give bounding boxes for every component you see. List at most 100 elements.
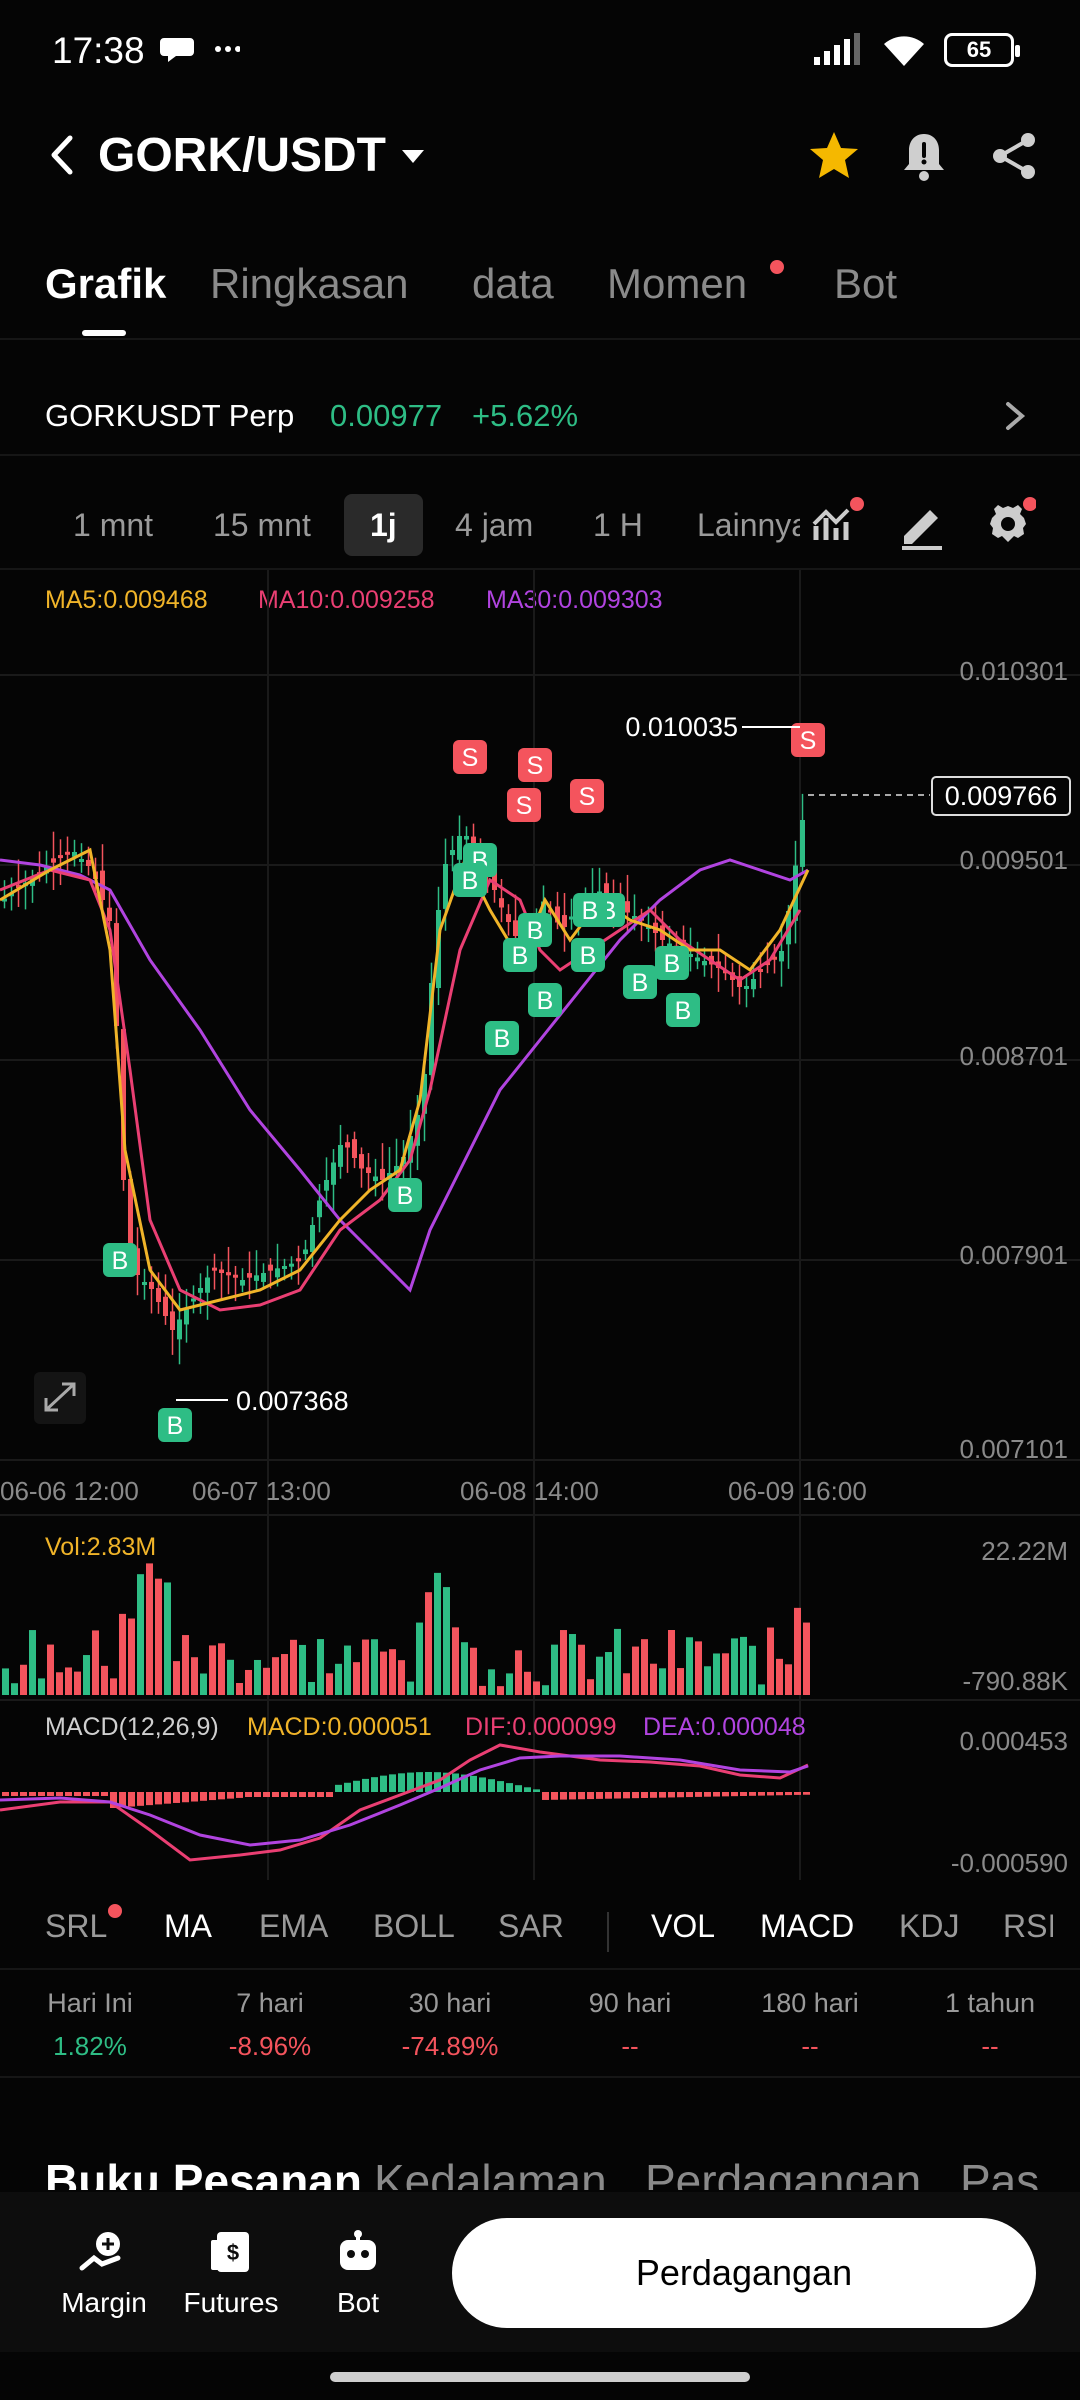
interval-1j[interactable]: 1j [344, 494, 423, 556]
macd-bar [209, 1792, 216, 1801]
tab-data[interactable]: data [472, 260, 554, 307]
macd-bar [704, 1792, 711, 1797]
svg-text:B: B [632, 969, 649, 997]
chart-grid [0, 570, 1080, 1880]
macd-bar [29, 1792, 36, 1796]
macd-bar [740, 1792, 747, 1796]
volume-bar [659, 1668, 666, 1695]
tab-momen[interactable]: Momen [607, 260, 748, 307]
macd-bar [47, 1792, 54, 1796]
caret-down-icon[interactable] [400, 146, 426, 166]
indicator-vol[interactable]: VOL [651, 1908, 716, 1944]
macd-bar [227, 1792, 234, 1799]
buy-marker: B [503, 938, 537, 972]
volume-bar [434, 1572, 441, 1695]
candle [492, 867, 497, 890]
interval-4jam[interactable]: 4 jam [455, 507, 534, 543]
status-bar: 17:38 65 [0, 0, 1080, 100]
macd-bar [119, 1792, 126, 1808]
bot-button[interactable]: Bot [298, 2228, 418, 2319]
volume-bar [290, 1639, 297, 1695]
interval-1mnt[interactable]: 1 mnt [73, 507, 154, 543]
star-icon[interactable] [806, 128, 862, 184]
draw-pen-icon[interactable] [894, 496, 950, 552]
futures-button[interactable]: $ Futures [171, 2228, 291, 2319]
indicator-macd[interactable]: MACD [760, 1908, 855, 1944]
tab-pas[interactable]: Pas [960, 2155, 1040, 2190]
volume-bar [182, 1635, 189, 1695]
indicator-boll[interactable]: BOLL [373, 1908, 455, 1944]
macd-bar [569, 1792, 576, 1800]
high-label: 0.010035 [625, 712, 738, 742]
volume-bar [443, 1587, 450, 1695]
tab-kedalaman[interactable]: Kedalaman [374, 2155, 607, 2190]
macd-bar [344, 1782, 351, 1792]
macd-bar [299, 1792, 306, 1797]
macd-bar [650, 1792, 657, 1798]
candle [541, 901, 546, 920]
perp-row[interactable]: GORKUSDT Perp 0.00977 +5.62% [0, 380, 1080, 456]
share-icon[interactable] [986, 128, 1042, 184]
settings-gear-icon[interactable] [980, 496, 1036, 552]
sell-marker: S [453, 740, 487, 774]
macd-bar [542, 1792, 549, 1800]
volume-bar [740, 1636, 747, 1695]
volume-bar [218, 1643, 225, 1695]
macd-bar [236, 1792, 243, 1798]
back-arrow-icon[interactable] [40, 130, 90, 180]
interval-15mnt[interactable]: 15 mnt [213, 507, 311, 543]
trade-button[interactable]: Perdagangan [452, 2218, 1036, 2328]
perf-7d: 7 hari -8.96% [228, 1988, 312, 2061]
alert-bell-icon[interactable] [896, 128, 952, 184]
indicator-rsi[interactable]: RSI [1003, 1908, 1053, 1944]
candle [261, 1273, 266, 1282]
tab-ringkasan[interactable]: Ringkasan [210, 260, 409, 307]
indicator-icon[interactable] [808, 496, 864, 552]
price-chart[interactable]: 0.010301 0.009501 0.008701 0.007901 0.00… [0, 570, 1080, 1890]
ma30-line [0, 858, 809, 1293]
candle [772, 956, 777, 960]
pair-title[interactable]: GORK/USDT [98, 129, 386, 182]
macd-bar [110, 1792, 117, 1808]
volume-bar [515, 1650, 522, 1695]
indicator-srl[interactable]: SRL [45, 1908, 108, 1944]
fullscreen-icon[interactable] [34, 1372, 86, 1424]
volume-bar [209, 1645, 216, 1695]
candle [604, 883, 609, 894]
candle [16, 884, 21, 888]
volume-bar [335, 1663, 342, 1695]
indicator-ema[interactable]: EMA [259, 1908, 329, 1944]
volume-bar [164, 1582, 171, 1695]
volume-bar [569, 1634, 576, 1695]
volume-bar [686, 1637, 693, 1695]
tab-bot[interactable]: Bot [834, 260, 898, 307]
active-tab-indicator [82, 330, 126, 336]
main-tabs: Grafik Ringkasan data Momen Bot [0, 250, 1080, 340]
interval-lainnya[interactable]: Lainnya [697, 507, 800, 543]
macd-bar [398, 1773, 405, 1792]
x-tick: 06-06 12:00 [0, 1476, 139, 1506]
volume-bar [596, 1656, 603, 1695]
tab-perdagangan[interactable]: Perdagangan [645, 2155, 922, 2190]
indicator-kdj[interactable]: KDJ [899, 1908, 960, 1944]
margin-button[interactable]: Margin [44, 2228, 164, 2319]
indicator-ma[interactable]: MA [164, 1908, 212, 1944]
volume-bar [578, 1644, 585, 1695]
tab-buku-pesanan[interactable]: Buku Pesanan [45, 2155, 362, 2190]
tab-grafik[interactable]: Grafik [45, 260, 167, 307]
interval-1h[interactable]: 1 H [593, 507, 643, 543]
perp-change: +5.62% [472, 398, 579, 433]
candle [317, 1200, 322, 1218]
macd-bar [794, 1792, 801, 1795]
macd-bar [722, 1792, 729, 1797]
volume-bar [227, 1659, 234, 1695]
dea-value: DEA:0.000048 [643, 1713, 806, 1741]
macd-bar [524, 1787, 531, 1792]
candle [695, 957, 700, 962]
volume-bar [749, 1645, 756, 1695]
candle [212, 1267, 217, 1271]
macd-bar [371, 1777, 378, 1792]
volume-bar [623, 1673, 630, 1695]
candle [338, 1145, 343, 1167]
indicator-sar[interactable]: SAR [498, 1908, 564, 1944]
